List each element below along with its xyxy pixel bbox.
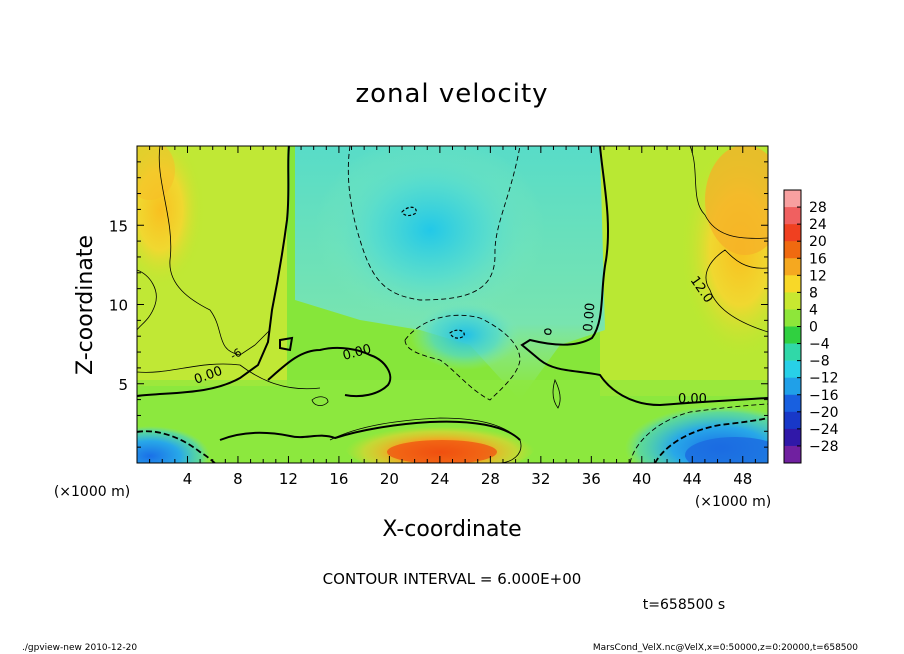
x-tick-label: 36: [582, 470, 601, 488]
colorbar-segment: [784, 343, 801, 361]
contour-neg-corner-r2: [629, 403, 768, 463]
colorbar-segment: [784, 207, 801, 225]
contour-zero-left: [137, 146, 290, 397]
x-axis-tick-labels: 4 8 12 16 20 24 28 32 36 40 44 48: [183, 470, 753, 488]
colorbar-label: −16: [809, 388, 839, 404]
x-tick-label: 32: [531, 470, 550, 488]
contour-label: 0.00: [581, 302, 598, 332]
x-unit-left: (×1000 m): [54, 484, 130, 500]
x-tick-label: 48: [733, 470, 752, 488]
colorbar-segment: [784, 377, 801, 396]
contour-thin-low-2: [329, 417, 522, 463]
colorbar-segment: [784, 224, 801, 242]
contour-thin-right: [689, 146, 768, 239]
contour-thin-low: [137, 363, 321, 390]
z-axis-ticks: [137, 161, 768, 448]
contour-thin-mid: [552, 378, 561, 409]
colorbar-segment: [784, 445, 801, 464]
colorbar-label: 24: [809, 217, 827, 233]
colorbar-label: 12: [809, 268, 827, 284]
footer-right: MarsCond_VelX.nc@VelX,x=0:50000,z=0:2000…: [592, 643, 858, 653]
colorbar-segment: [784, 309, 801, 327]
contour-zero-small: [279, 336, 294, 352]
colorbar-segment: [784, 241, 801, 259]
contour-thin-left: [158, 146, 271, 356]
colorbar-label: −4: [809, 337, 830, 353]
x-tick-label: 16: [329, 470, 348, 488]
contour-lines: [137, 146, 768, 463]
colorbar-label: 28: [809, 200, 827, 216]
x-tick-label: 20: [380, 470, 399, 488]
contour-zero-right: [520, 146, 768, 407]
colorbar-segment: [784, 292, 801, 310]
x-axis-label: X-coordinate: [382, 517, 521, 542]
x-tick-label: 28: [481, 470, 500, 488]
colorbar-segment: [784, 258, 801, 276]
z-axis-tick-labels: 5 10 15: [109, 217, 128, 394]
colorbar-segment: [784, 360, 801, 378]
contour-neg-center: [347, 146, 521, 301]
colorbar-label: −8: [809, 354, 830, 370]
footer-left: ./gpview-new 2010-12-20: [22, 643, 138, 653]
colorbar-segment: [784, 190, 801, 208]
colorbar-segment: [784, 428, 801, 447]
colorbar-segment: [784, 275, 801, 293]
colorbar-label: −24: [809, 422, 839, 438]
x-tick-label: 8: [233, 470, 243, 488]
contour-thin-mid-2: [311, 396, 329, 406]
colorbar-label: 16: [809, 251, 827, 267]
x-tick-label: 4: [183, 470, 193, 488]
colorbar-segment: [784, 411, 801, 430]
colorbar-label: 0: [809, 320, 818, 336]
colorbar-label: −28: [809, 439, 839, 455]
contour-interval: CONTOUR INTERVAL = 6.000E+00: [323, 570, 582, 588]
z-tick-label: 15: [109, 217, 128, 235]
contour-pos-small: [544, 328, 552, 335]
x-tick-label: 40: [632, 470, 651, 488]
colorbar-label: 8: [809, 285, 818, 301]
colorbar-segment: [784, 394, 801, 413]
x-axis-ticks: [149, 146, 756, 463]
time-label: t=658500 s: [643, 597, 725, 613]
contour-zero-mid: [267, 346, 392, 398]
z-tick-label: 5: [118, 376, 128, 394]
colorbar-label: 20: [809, 234, 827, 250]
contour-label: 0.00: [678, 392, 707, 407]
colorbar-label: −20: [809, 405, 839, 421]
contour-thin-left-2: [137, 269, 157, 331]
z-tick-label: 10: [109, 297, 128, 315]
x-tick-label: 24: [430, 470, 449, 488]
contour-label: 0.00: [341, 342, 373, 364]
contour-neg-corner-r: [654, 417, 768, 463]
x-tick-label: 44: [683, 470, 702, 488]
contour-neg-lower: [404, 314, 521, 401]
x-tick-label: 12: [279, 470, 298, 488]
chart-title: zonal velocity: [355, 79, 548, 109]
x-unit-right: (×1000 m): [695, 494, 771, 510]
colorbar: [783, 189, 802, 464]
contour-neg-small-2: [449, 329, 465, 339]
colorbar-label: 4: [809, 302, 818, 318]
contour-thin-right-2: [705, 249, 768, 333]
heatmap-field: [137, 146, 768, 463]
contour-zero-low: [219, 420, 521, 441]
contour-neg-small-1: [401, 206, 417, 217]
z-axis-label: Z-coordinate: [73, 235, 98, 375]
colorbar-label: −12: [809, 371, 839, 387]
contour-label-group: 0.00 0.00 0.00 0.00 12.0 -6: [192, 274, 715, 407]
colorbar-segment: [784, 326, 801, 344]
